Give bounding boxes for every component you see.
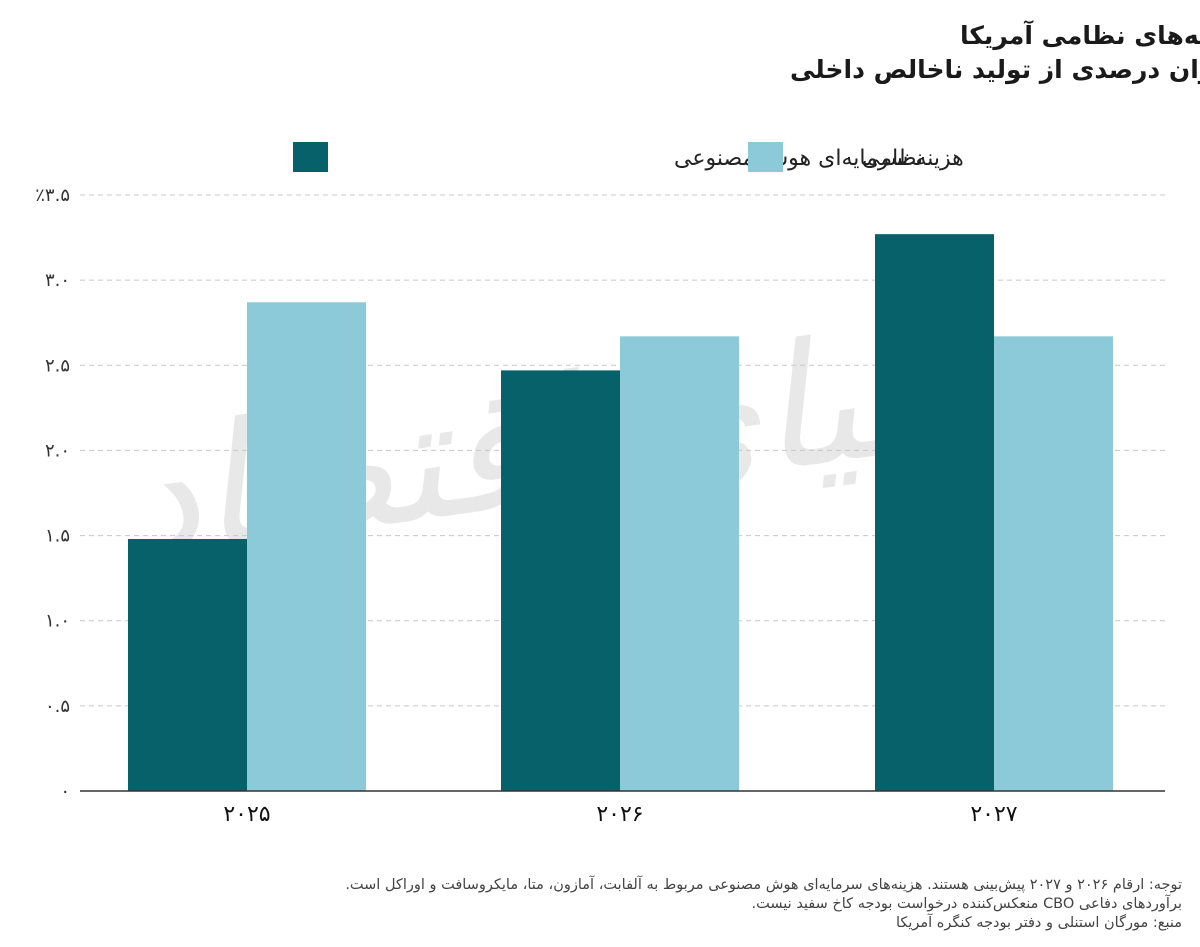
bar-military bbox=[994, 336, 1113, 791]
x-axis-categories: ۲۰۲۵ ۲۰۲۶ ۲۰۲۷ bbox=[223, 802, 1017, 827]
note-line-1: توجه: ارقام ۲۰۲۶ و ۲۰۲۷ پیش‌بینی هستند. … bbox=[345, 877, 1182, 893]
legend: هزینه سرمایه‌ای هوش مصنوعی نظامی bbox=[293, 142, 964, 172]
legend-label-military: نظامی bbox=[862, 146, 923, 171]
y-tick-label: ۲.۰ bbox=[45, 440, 70, 461]
y-tick-label: ۱.۵ bbox=[45, 526, 70, 547]
y-tick-label: ۱.۰ bbox=[45, 611, 70, 632]
bar-ai bbox=[875, 234, 994, 791]
y-tick-label: ٪۳.۵ bbox=[35, 185, 70, 206]
bars bbox=[128, 234, 1113, 791]
note-line-3: منبع: مورگان استنلی و دفتر بودجه کنگره آ… bbox=[895, 915, 1182, 931]
x-category-label: ۲۰۲۶ bbox=[596, 802, 643, 827]
legend-swatch-ai bbox=[293, 142, 328, 172]
bar-military bbox=[620, 336, 739, 791]
x-category-label: ۲۰۲۵ bbox=[223, 802, 270, 827]
x-category-label: ۲۰۲۷ bbox=[970, 802, 1017, 827]
chart: هزینه‌های سرمایه‌ای هوش مصنوعی در برابر … bbox=[35, 20, 1200, 827]
bar-ai bbox=[501, 370, 620, 791]
chart-subtitle: به‌عنوان درصدی از تولید ناخالص داخلی bbox=[790, 55, 1200, 85]
note-line-2: برآوردهای دفاعی CBO منعکس‌کننده درخواست … bbox=[751, 896, 1182, 912]
legend-label-ai: هزینه سرمایه‌ای هوش مصنوعی bbox=[674, 146, 964, 171]
notes: توجه: ارقام ۲۰۲۶ و ۲۰۲۷ پیش‌بینی هستند. … bbox=[22, 876, 1182, 933]
chart-title: هزینه‌های سرمایه‌ای هوش مصنوعی در برابر … bbox=[960, 20, 1200, 51]
y-tick-label: ۰.۵ bbox=[45, 696, 70, 717]
bar-military bbox=[247, 302, 366, 791]
y-tick-label: ۲.۵ bbox=[45, 355, 70, 376]
y-tick-label: ۰ bbox=[60, 781, 70, 802]
y-tick-label: ۳.۰ bbox=[45, 270, 70, 291]
y-axis-ticks: ۰ ۰.۵ ۱.۰ ۱.۵ ۲.۰ ۲.۵ ۳.۰ ٪۳.۵ bbox=[35, 185, 70, 802]
legend-swatch-military bbox=[748, 142, 783, 172]
bar-ai bbox=[128, 538, 247, 791]
